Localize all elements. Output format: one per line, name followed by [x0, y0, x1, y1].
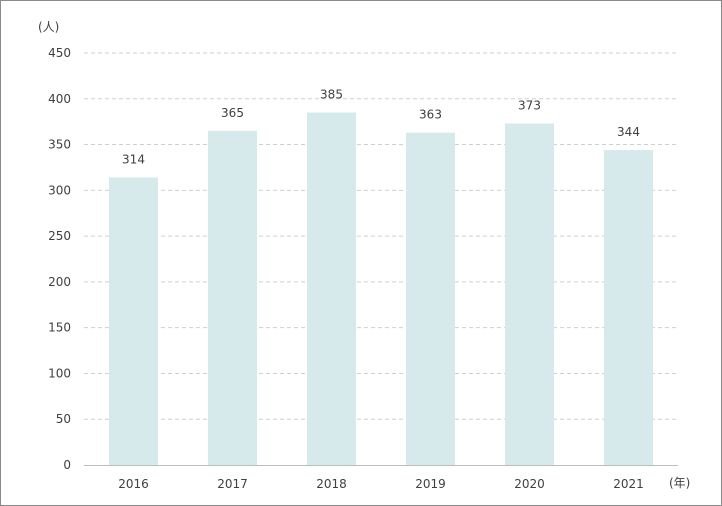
bar-value-label: 373: [518, 98, 541, 112]
x-tick-label: 2019: [415, 477, 446, 491]
y-tick-label: 0: [63, 458, 71, 472]
x-tick-label: 2016: [118, 477, 149, 491]
bar-value-label: 314: [122, 153, 145, 167]
x-tick-label: 2021: [613, 477, 644, 491]
labels: 0 50 100 150 200 250 300 350 400 450 314 2016 365 201…: [48, 46, 644, 491]
y-tick-label: 300: [48, 183, 71, 197]
y-tick-label: 450: [48, 46, 71, 60]
bar: [505, 123, 554, 466]
bar: [307, 112, 356, 465]
bar: [208, 130, 257, 466]
bar: [406, 132, 455, 466]
bar-value-label: 385: [320, 88, 343, 102]
bar: [109, 177, 158, 465]
x-axis-unit-label: (年): [669, 476, 690, 490]
bar-value-label: 365: [221, 106, 244, 120]
y-tick-label: 250: [48, 229, 71, 243]
y-tick-label: 350: [48, 138, 71, 152]
bars: [109, 112, 653, 466]
y-tick-label: 150: [48, 321, 71, 335]
bar: [604, 150, 653, 465]
x-tick-label: 2017: [217, 477, 248, 491]
y-tick-label: 50: [56, 412, 71, 426]
y-tick-label: 400: [48, 92, 71, 106]
y-tick-label: 100: [48, 366, 71, 380]
y-tick-label: 200: [48, 275, 71, 289]
x-tick-label: 2018: [316, 477, 347, 491]
y-axis-unit-label: (人): [38, 20, 59, 34]
x-tick-label: 2020: [514, 477, 545, 491]
bar-value-label: 363: [419, 108, 442, 122]
gridlines: [84, 52, 678, 420]
bar-value-label: 344: [617, 125, 640, 139]
